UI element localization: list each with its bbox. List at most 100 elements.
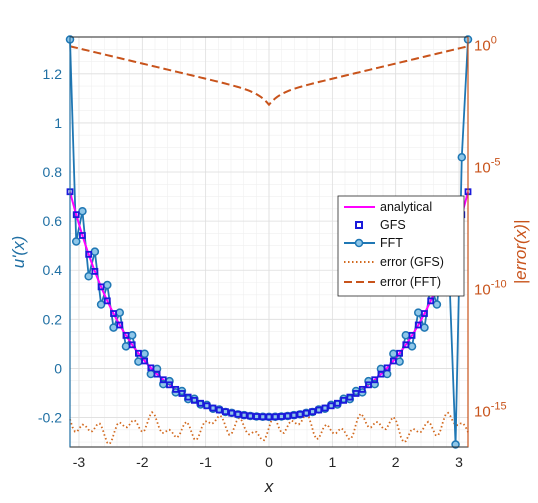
gfs-point bbox=[110, 310, 117, 317]
y-right-tick-label: 10-15 bbox=[474, 400, 507, 420]
gfs-point bbox=[184, 393, 192, 401]
gfs-point bbox=[302, 409, 310, 417]
gfs-point bbox=[91, 267, 99, 275]
gfs-point bbox=[389, 357, 397, 365]
gfs-point bbox=[122, 331, 130, 339]
gfs-point bbox=[209, 404, 217, 412]
gfs-point bbox=[284, 412, 292, 420]
fft-point bbox=[140, 349, 149, 359]
gfs-point bbox=[246, 412, 254, 420]
gfs-point bbox=[190, 396, 198, 404]
y-left-tick-label: 0.4 bbox=[43, 262, 63, 278]
fft-point bbox=[121, 342, 131, 351]
gfs-point bbox=[371, 376, 379, 384]
legend-label-error-fft: error (FFT) bbox=[380, 275, 441, 289]
legend-swatch-fft-marker bbox=[354, 238, 364, 248]
gfs-point bbox=[327, 402, 335, 410]
gfs-point bbox=[79, 232, 86, 239]
legend-label-fft: FFT bbox=[380, 236, 403, 250]
y-left-tick-label: -0.2 bbox=[38, 410, 62, 426]
gfs-point bbox=[421, 310, 428, 317]
y-left-tick-labels: -0.2 0 0.2 0.4 0.6 0.8 1 1.2 bbox=[38, 66, 62, 426]
gfs-point bbox=[85, 250, 93, 258]
fft-point bbox=[432, 300, 442, 309]
legend-label-error-gfs: error (GFS) bbox=[380, 255, 444, 269]
y-left-tick-label: 0.8 bbox=[43, 164, 63, 180]
gfs-point bbox=[166, 381, 173, 389]
gfs-point bbox=[352, 390, 360, 397]
fft-point bbox=[90, 247, 100, 256]
gfs-point bbox=[296, 410, 304, 418]
y-right-tick-label: 10-5 bbox=[474, 156, 500, 176]
series-layer bbox=[65, 35, 473, 449]
gfs-point bbox=[265, 413, 273, 421]
x-tick-label: 1 bbox=[328, 454, 336, 470]
fft-point bbox=[146, 369, 156, 379]
x-tick-label: 3 bbox=[455, 454, 463, 470]
x-tick-label: -2 bbox=[136, 454, 149, 470]
legend: analytical GFS FFT error (GFS) error (FF… bbox=[337, 195, 465, 297]
fft-point bbox=[382, 369, 392, 379]
gfs-point bbox=[197, 399, 204, 407]
fft-point bbox=[395, 357, 404, 366]
y-right-tick-label: 100 bbox=[474, 34, 497, 54]
fft-point bbox=[127, 330, 137, 340]
gfs-point bbox=[414, 321, 422, 329]
x-tick-label: 0 bbox=[265, 454, 273, 470]
gfs-point bbox=[203, 402, 211, 410]
fft-point bbox=[109, 323, 118, 332]
gfs-point bbox=[128, 341, 136, 349]
gfs-point bbox=[72, 211, 80, 219]
gfs-point bbox=[402, 341, 410, 349]
gfs-point bbox=[408, 331, 416, 339]
fft-point bbox=[389, 349, 398, 359]
fft-point bbox=[84, 272, 93, 281]
fft-point bbox=[96, 300, 106, 309]
fft-point bbox=[420, 323, 429, 332]
x-tick-labels: -3 -2 -1 0 1 2 3 bbox=[73, 454, 463, 470]
legend-swatch-gfs bbox=[355, 221, 363, 229]
gfs-point bbox=[103, 297, 111, 305]
gfs-point bbox=[172, 385, 180, 393]
gfs-point bbox=[215, 406, 223, 414]
gfs-point bbox=[178, 390, 186, 397]
legend-label-analytical: analytical bbox=[380, 200, 432, 214]
gfs-point bbox=[228, 409, 236, 417]
x-tick-label: -3 bbox=[73, 454, 86, 470]
y-left-tick-label: 1 bbox=[54, 115, 62, 131]
gfs-point bbox=[159, 376, 167, 384]
gfs-point bbox=[135, 349, 142, 357]
fft-point bbox=[78, 206, 87, 216]
gfs-point bbox=[290, 411, 298, 419]
gfs-point bbox=[396, 349, 403, 357]
gfs-point bbox=[234, 410, 242, 418]
y-left-tick-label: 0.6 bbox=[43, 213, 63, 229]
gfs-point bbox=[259, 413, 267, 421]
gfs-point bbox=[116, 321, 124, 329]
gfs-point bbox=[97, 283, 105, 291]
gfs-point bbox=[365, 381, 372, 389]
fft-point bbox=[407, 342, 417, 351]
gfs-point bbox=[240, 411, 248, 419]
gfs-point bbox=[271, 413, 279, 421]
gfs-point bbox=[334, 399, 341, 407]
fft-point bbox=[451, 440, 460, 449]
gfs-point bbox=[222, 408, 229, 416]
gfs-point bbox=[153, 370, 161, 378]
y-right-tick-label: 10-10 bbox=[474, 278, 507, 298]
gfs-point bbox=[147, 364, 155, 372]
gfs-point bbox=[321, 404, 329, 412]
y-right-tick-labels: 100 10-5 10-10 10-15 bbox=[474, 34, 507, 420]
gfs-point bbox=[383, 364, 391, 372]
fft-point bbox=[134, 357, 143, 366]
gfs-point bbox=[315, 406, 323, 414]
x-axis-label: x bbox=[264, 477, 274, 496]
y-left-tick-label: 1.2 bbox=[43, 66, 63, 82]
y-left-tick-label: 0 bbox=[54, 360, 62, 376]
gfs-point bbox=[309, 408, 316, 416]
y-right-axis-label: |error(x)| bbox=[511, 220, 530, 285]
x-tick-label: 2 bbox=[392, 454, 400, 470]
gfs-point bbox=[141, 357, 149, 365]
x-tick-label: -1 bbox=[199, 454, 212, 470]
